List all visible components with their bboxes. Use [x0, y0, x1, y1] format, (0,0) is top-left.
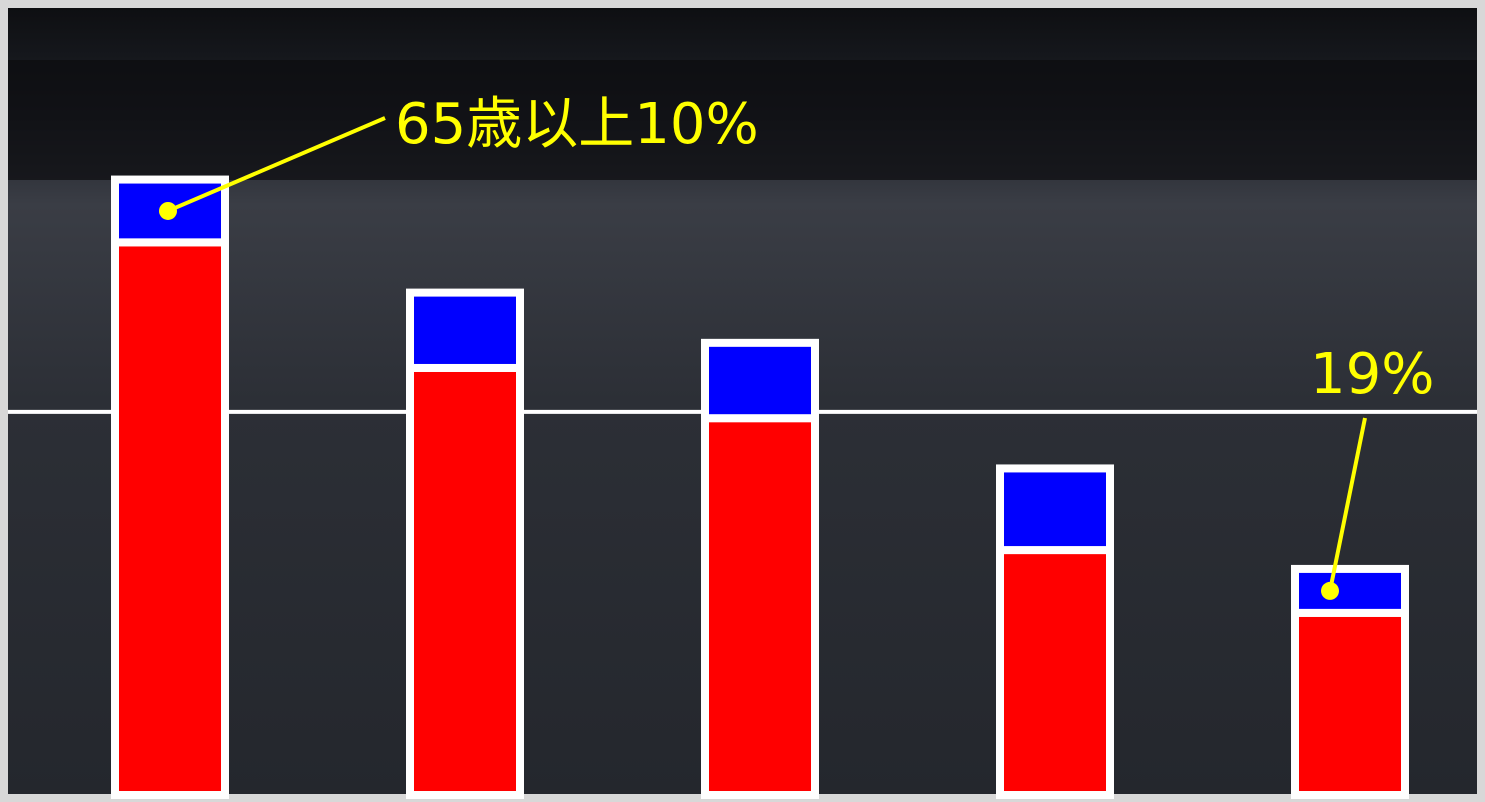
- bar-segment: [1291, 564, 1409, 617]
- bar-segment: [406, 363, 524, 799]
- bar-segment: [996, 546, 1114, 800]
- bar-segment: [406, 288, 524, 372]
- bar-segment: [996, 464, 1114, 555]
- leader-line: [167, 116, 386, 213]
- bar-segment: [1291, 608, 1409, 799]
- annotation: 19%: [1310, 342, 1434, 407]
- annotation: 65歳以上10%: [395, 92, 759, 157]
- bar-segment: [111, 175, 229, 247]
- leader-dot: [159, 201, 177, 220]
- bar-segment: [701, 338, 819, 423]
- bar-segment: [111, 238, 229, 800]
- leader-line: [1328, 417, 1367, 592]
- background-horizon: [8, 60, 1477, 180]
- bar-segment: [701, 414, 819, 799]
- leader-dot: [1321, 581, 1339, 600]
